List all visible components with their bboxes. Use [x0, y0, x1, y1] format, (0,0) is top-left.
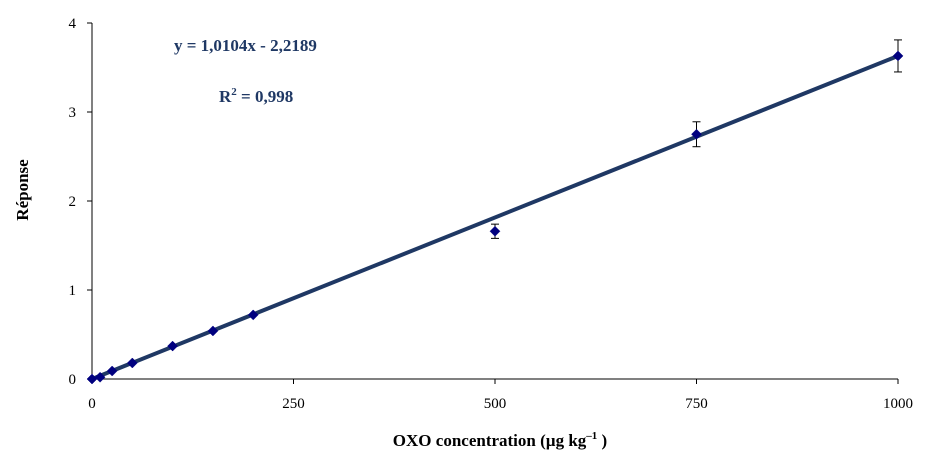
x-tick-label: 1000 — [883, 396, 913, 412]
trendline-group — [91, 54, 899, 381]
y-tick-label: 0 — [69, 372, 77, 388]
data-points — [86, 50, 904, 385]
x-tick-label: 750 — [685, 396, 708, 412]
y-axis-title: Réponse — [13, 159, 32, 221]
x-axis-title: OXO concentration (µg kg–1 ) — [393, 430, 607, 450]
x-ticks: 0 250 500 750 1000 — [88, 379, 913, 412]
r-squared-annotation: R2 = 0,998 — [219, 86, 293, 106]
y-tick-label: 2 — [69, 194, 77, 210]
r2-prefix: R — [219, 87, 232, 106]
x-axis-title-sup: –1 — [585, 430, 597, 442]
data-point — [892, 50, 904, 62]
x-tick-label: 500 — [484, 396, 507, 412]
data-point — [167, 340, 178, 352]
x-axis-title-end: ) — [597, 431, 607, 450]
y-tick-label: 1 — [69, 283, 77, 299]
y-tick-label: 3 — [69, 105, 77, 121]
data-point — [106, 365, 118, 377]
data-point — [489, 225, 501, 237]
trendline — [91, 54, 899, 381]
trendline-equation: y = 1,0104x - 2,2189 — [174, 36, 317, 55]
r2-superscript: 2 — [231, 86, 237, 98]
x-axis-title-main: OXO concentration (µg kg — [393, 431, 587, 450]
data-point — [247, 309, 259, 321]
data-point — [207, 325, 219, 337]
data-point — [126, 357, 138, 369]
x-tick-label: 250 — [282, 396, 305, 412]
data-point — [94, 371, 106, 383]
x-tick-label: 0 — [88, 396, 96, 412]
r2-value: = 0,998 — [237, 87, 293, 106]
y-tick-label: 4 — [69, 16, 77, 32]
y-ticks: 0 1 2 3 4 — [69, 16, 92, 388]
data-point — [691, 128, 702, 140]
